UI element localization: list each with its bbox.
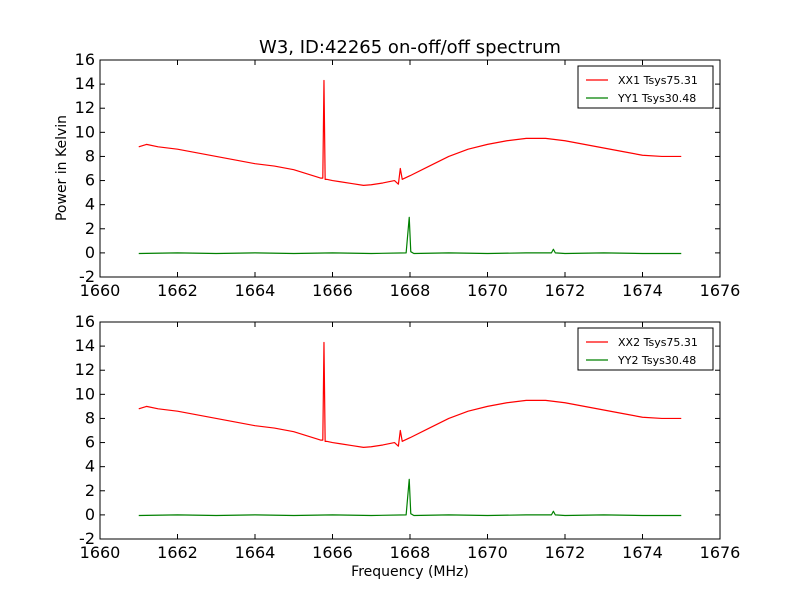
x-tick-label: 1672 xyxy=(545,281,586,300)
x-tick-label: 1662 xyxy=(157,281,198,300)
y-tick-label: 8 xyxy=(85,146,95,165)
legend-entry-label: XX1 Tsys75.31 xyxy=(618,74,698,87)
y-axis-label: Power in Kelvin xyxy=(54,115,70,221)
x-tick-label: 1676 xyxy=(700,281,741,300)
y-tick-label: 16 xyxy=(75,312,95,331)
x-tick-label: 1664 xyxy=(235,543,276,562)
legend-entry-label: YY2 Tsys30.48 xyxy=(617,354,696,367)
y-tick-label: 14 xyxy=(75,74,95,93)
y-tick-label: 4 xyxy=(85,195,95,214)
y-tick-label: 0 xyxy=(85,505,95,524)
x-tick-label: 1660 xyxy=(80,543,121,562)
x-tick-label: 1664 xyxy=(235,281,276,300)
x-tick-label: 1674 xyxy=(622,281,663,300)
x-tick-label: 1668 xyxy=(390,281,431,300)
x-tick-label: 1672 xyxy=(545,543,586,562)
legend: XX2 Tsys75.31 YY2 Tsys30.48 xyxy=(577,327,714,371)
chart-panel-2: 1660 1662 1664 1666 1668 1670 1672 1674 1676-202… xyxy=(75,312,741,562)
y-tick-label: 2 xyxy=(85,481,95,500)
y-tick-label: 2 xyxy=(85,219,95,238)
x-tick-label: 1676 xyxy=(700,543,741,562)
x-tick-label: 1674 xyxy=(622,543,663,562)
x-tick-label: 1666 xyxy=(312,281,353,300)
y-tick-label: 6 xyxy=(85,171,95,190)
x-tick-label: 1660 xyxy=(80,281,121,300)
y-tick-label: 10 xyxy=(75,384,95,403)
x-axis-label: Frequency (MHz) xyxy=(351,564,469,580)
y-tick-label: -2 xyxy=(79,529,95,548)
series-line-1 xyxy=(138,341,682,448)
y-tick-label: 10 xyxy=(75,122,95,141)
series-line-1 xyxy=(138,79,682,186)
x-tick-label: 1668 xyxy=(390,543,431,562)
y-tick-label: 0 xyxy=(85,243,95,262)
x-tick-label: 1670 xyxy=(467,543,508,562)
y-tick-label: 12 xyxy=(75,360,95,379)
chart-panel-1: 1660 1662 1664 1666 1668 1670 1672 1674 1676-202… xyxy=(75,50,741,300)
legend-box xyxy=(577,65,714,109)
x-tick-label: 1666 xyxy=(312,543,353,562)
x-tick-label: 1670 xyxy=(467,281,508,300)
legend-entry-label: XX2 Tsys75.31 xyxy=(618,336,698,349)
y-tick-label: 8 xyxy=(85,408,95,427)
legend-entry-label: YY1 Tsys30.48 xyxy=(617,92,696,105)
y-tick-label: 14 xyxy=(75,336,95,355)
legend: XX1 Tsys75.31 YY1 Tsys30.48 xyxy=(577,65,714,109)
y-tick-label: 12 xyxy=(75,98,95,117)
series-line-2 xyxy=(138,216,682,255)
figure-title: W3, ID:42265 on-off/off spectrum xyxy=(259,37,561,58)
plots-group: 1660 1662 1664 1666 1668 1670 1672 1674 1676-202… xyxy=(75,50,741,562)
legend-box xyxy=(577,327,714,371)
y-tick-label: 6 xyxy=(85,433,95,452)
x-tick-label: 1662 xyxy=(157,543,198,562)
y-tick-label: 16 xyxy=(75,50,95,69)
series-line-2 xyxy=(138,478,682,517)
y-tick-label: -2 xyxy=(79,267,95,286)
y-tick-label: 4 xyxy=(85,457,95,476)
